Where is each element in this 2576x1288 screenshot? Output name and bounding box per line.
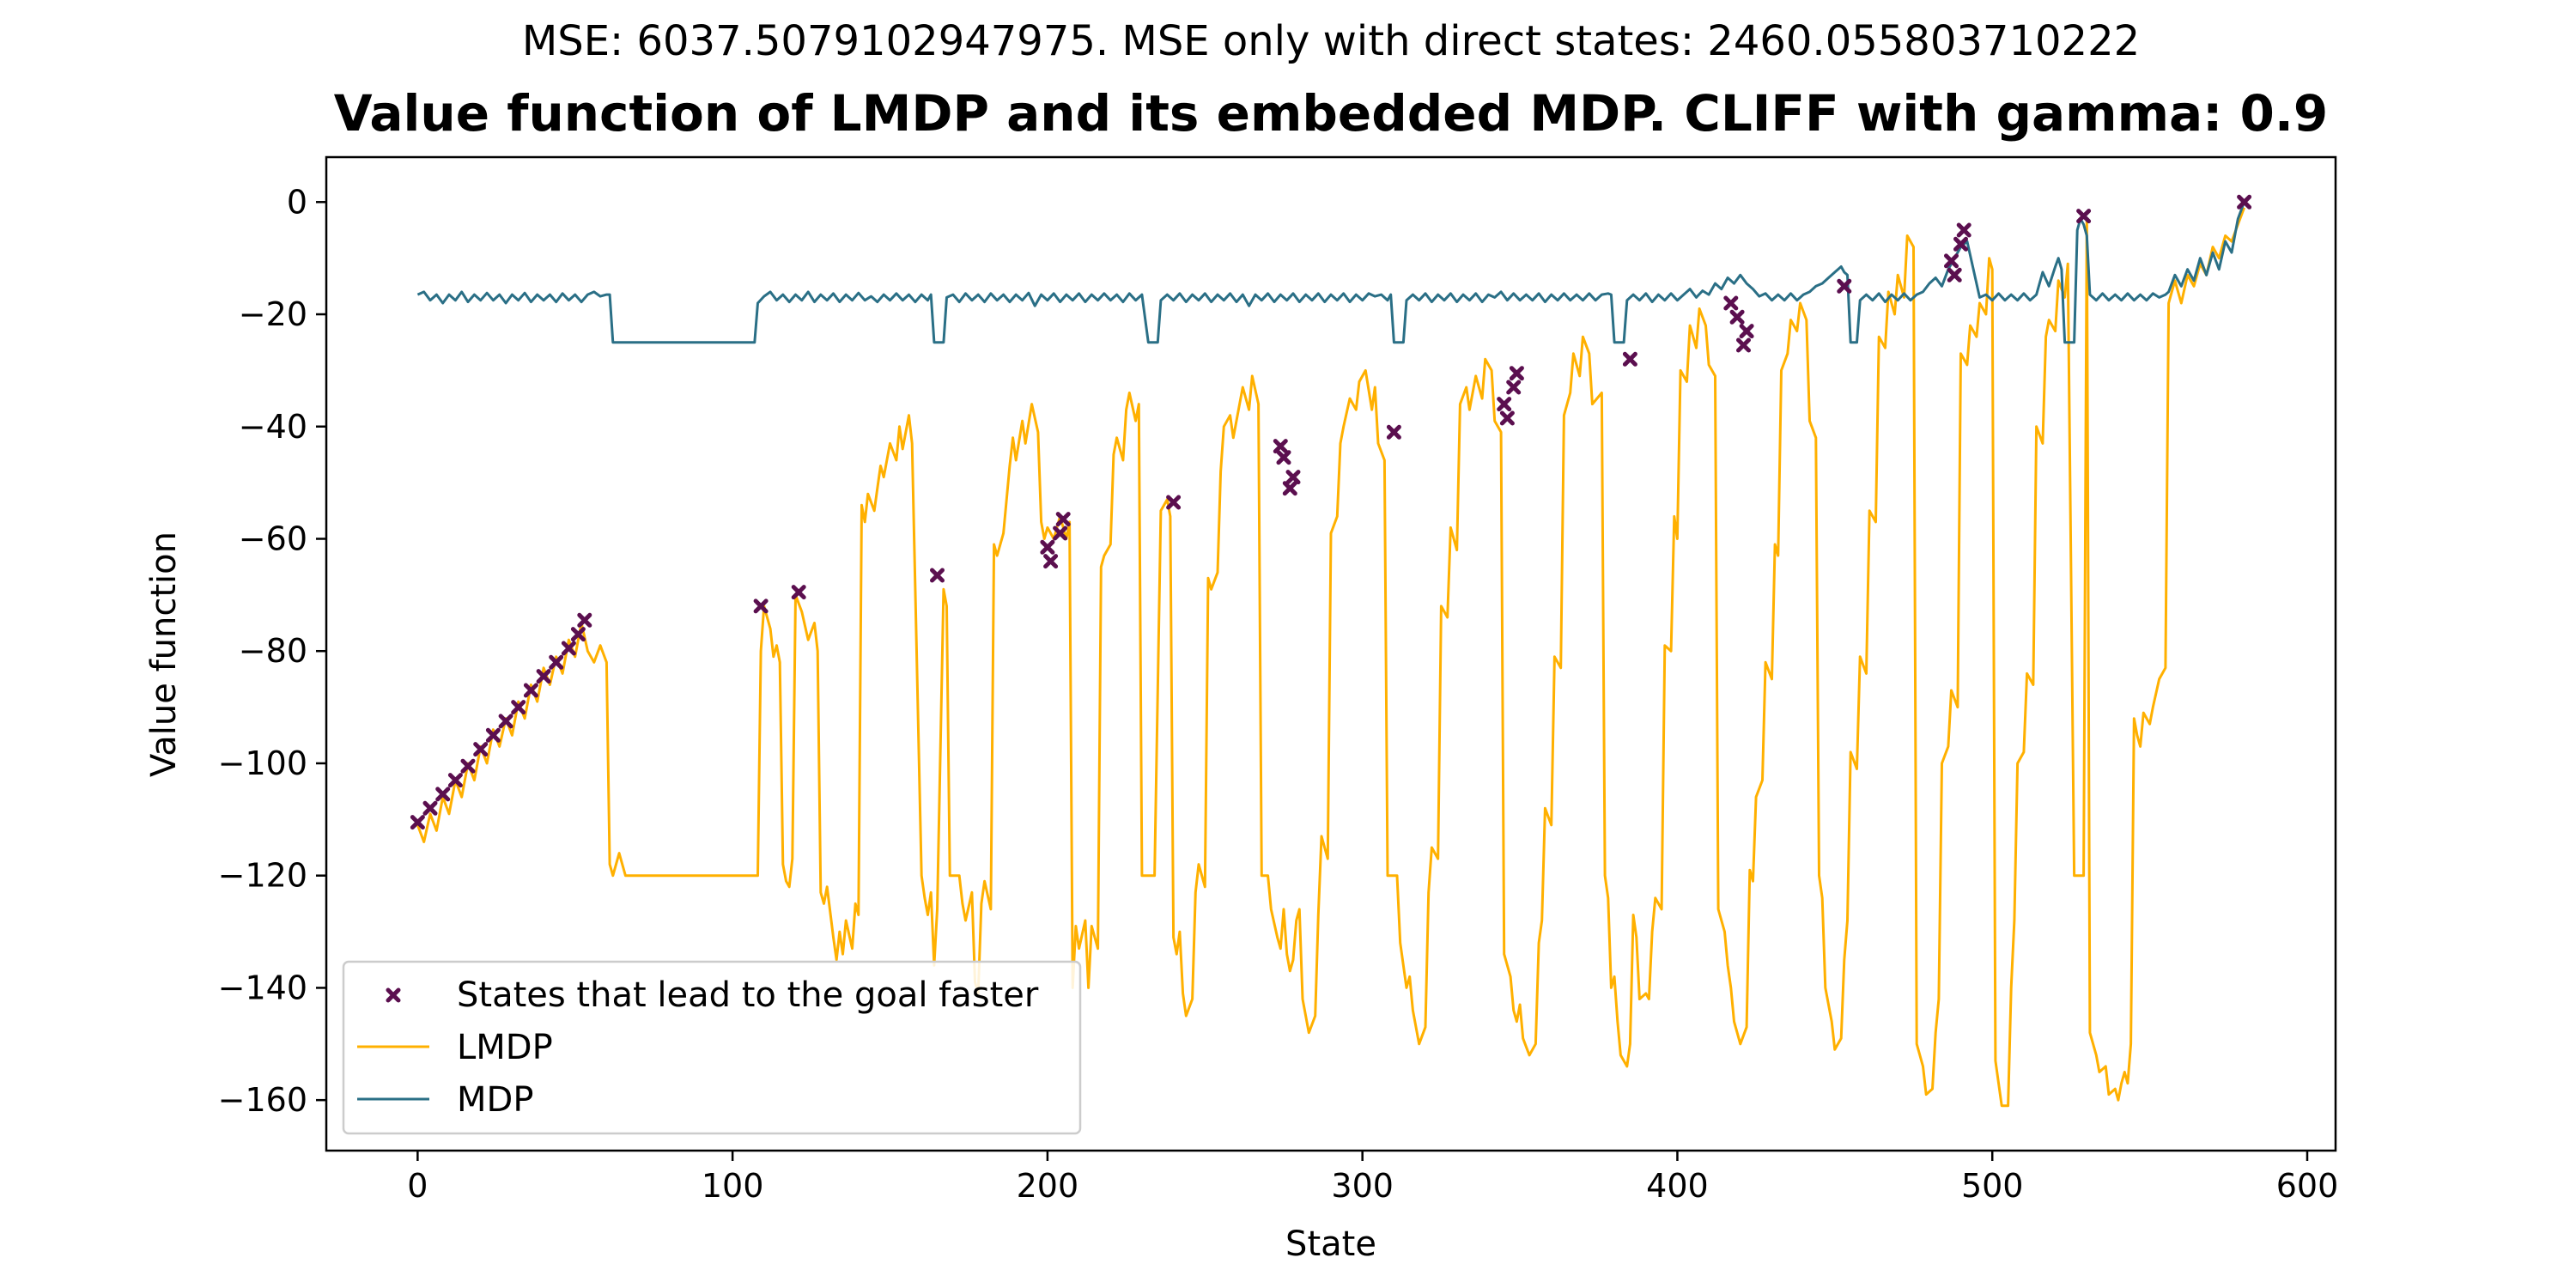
- goal-state-marker: [422, 800, 438, 816]
- goal-state-marker: [1276, 450, 1291, 465]
- goal-state-marker: [1509, 366, 1524, 381]
- legend-label-mdp: MDP: [457, 1080, 533, 1120]
- goal-state-marker: [473, 742, 489, 757]
- goal-state-marker: [1723, 295, 1739, 311]
- x-tick-label: 600: [2276, 1167, 2339, 1205]
- goal-state-marker: [1944, 253, 1959, 269]
- y-tick-label: −40: [239, 408, 307, 446]
- goal-state-marker: [1506, 380, 1522, 395]
- series-line-mdp: [416, 201, 2246, 344]
- x-axis-label: State: [1285, 1224, 1376, 1264]
- chart-suptitle: MSE: 6037.5079102947975. MSE only with d…: [522, 17, 2140, 65]
- goal-state-marker: [1729, 309, 1745, 325]
- goal-state-marker: [1947, 267, 1962, 283]
- goal-state-marker: [930, 568, 945, 583]
- goal-state-marker: [485, 727, 501, 743]
- goal-state-marker: [1736, 337, 1751, 353]
- goal-state-marker: [460, 758, 476, 774]
- x-axis: 0 100 200 300 400 500 600: [407, 1151, 2338, 1205]
- y-tick-label: −140: [218, 969, 307, 1006]
- goal-state-marker: [1055, 512, 1071, 527]
- axes-frame: [325, 155, 2337, 1152]
- goal-state-marker: [511, 700, 526, 715]
- goal-state-marker: [549, 654, 564, 670]
- goal-state-marker: [2076, 209, 2092, 224]
- legend-entry-lmdp: LMDP: [357, 1028, 553, 1067]
- goal-state-marker: [1285, 470, 1301, 485]
- legend-label-lmdp: LMDP: [457, 1028, 553, 1067]
- goal-state-marker: [1499, 410, 1515, 426]
- goal-state-marker: [1386, 424, 1401, 440]
- goal-state-marker: [1043, 554, 1059, 569]
- goal-state-marker: [791, 585, 806, 600]
- y-tick-label: 0: [287, 183, 307, 221]
- goal-state-marker: [1837, 278, 1852, 294]
- goal-state-marker: [1053, 526, 1068, 541]
- legend-marker-symbol: [386, 987, 401, 1003]
- goal-state-marker: [1953, 236, 1968, 252]
- goal-state-marker: [1956, 222, 1971, 238]
- goal-state-marker: [570, 627, 586, 642]
- y-tick-label: −20: [239, 295, 307, 333]
- x-tick-label: 100: [702, 1167, 764, 1205]
- goal-state-marker: [1273, 439, 1288, 454]
- legend-entry-mdp: MDP: [357, 1080, 533, 1120]
- goal-state-marker: [1497, 397, 1512, 412]
- y-tick-label: −60: [239, 519, 307, 557]
- goal-state-marker: [523, 683, 538, 698]
- chart-title: Value function of LMDP and its embedded …: [334, 84, 2329, 143]
- goal-state-marker: [536, 669, 551, 684]
- y-tick-label: −160: [218, 1081, 307, 1119]
- x-tick-label: 200: [1017, 1167, 1079, 1205]
- goal-state-marker: [561, 641, 576, 656]
- y-axis: 0 −20 −40 −60 −80 −100 −120 −140 −160: [218, 183, 326, 1119]
- goal-state-marker: [753, 598, 769, 614]
- lines-layer: [416, 201, 2246, 1108]
- goal-state-marker: [410, 815, 425, 830]
- goal-state-marker: [447, 773, 463, 788]
- x-tick-label: 400: [1646, 1167, 1709, 1205]
- legend: States that lead to the goal faster LMDP…: [342, 960, 1082, 1135]
- markers-layer: [410, 194, 2252, 830]
- legend-label-markers: States that lead to the goal faster: [457, 975, 1039, 1015]
- goal-state-marker: [1282, 481, 1297, 496]
- goal-state-marker: [2237, 194, 2252, 210]
- x-tick-label: 500: [1961, 1167, 2024, 1205]
- legend-entry-markers: States that lead to the goal faster: [386, 975, 1039, 1015]
- y-tick-label: −100: [218, 744, 307, 782]
- goal-state-marker: [1622, 351, 1637, 367]
- x-tick-label: 0: [407, 1167, 428, 1205]
- legend-box: [342, 960, 1082, 1135]
- goal-state-marker: [498, 714, 513, 729]
- goal-state-marker: [577, 612, 592, 628]
- goal-state-marker: [435, 787, 451, 802]
- y-tick-label: −80: [239, 632, 307, 670]
- plot-area: [325, 155, 2337, 1152]
- y-axis-label: Value function: [144, 532, 184, 777]
- goal-state-marker: [1166, 495, 1182, 510]
- x-tick-label: 300: [1331, 1167, 1394, 1205]
- goal-state-marker: [1040, 539, 1055, 555]
- series-line-lmdp: [416, 207, 2246, 1108]
- y-tick-label: −120: [218, 857, 307, 895]
- goal-state-marker: [1739, 324, 1754, 339]
